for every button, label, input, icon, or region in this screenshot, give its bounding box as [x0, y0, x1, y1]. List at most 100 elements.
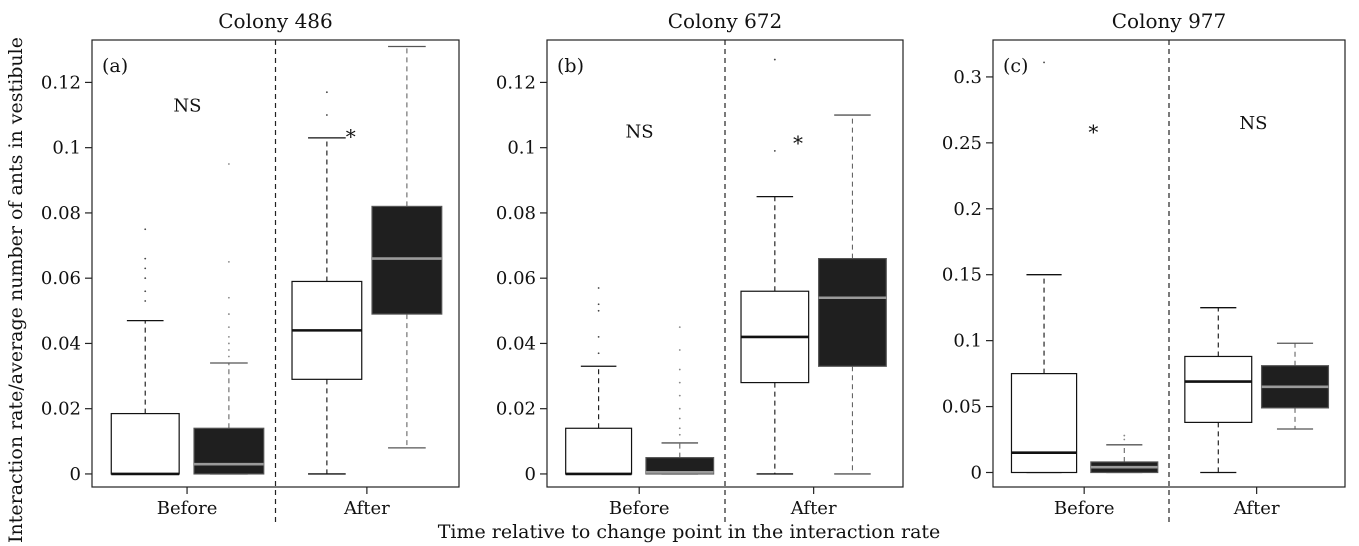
filled-box — [645, 326, 715, 475]
outlier-point — [678, 427, 681, 430]
y-tick-label: 0.12 — [41, 72, 81, 93]
y-tick-label: 0.15 — [942, 265, 982, 286]
outlier-point — [597, 309, 600, 312]
iqr-box — [1184, 355, 1253, 423]
filled-box — [193, 163, 265, 475]
y-tick-label: 0.2 — [953, 199, 982, 220]
x-tick-label: Before — [1054, 498, 1115, 519]
y-tick-label: 0.25 — [942, 133, 982, 154]
not-significant-label: NS — [626, 121, 654, 142]
outlier-point — [597, 352, 600, 355]
outlier-point — [227, 260, 230, 263]
significance-star: * — [346, 124, 356, 148]
significance-star: * — [1088, 120, 1098, 144]
y-tick-label: 0.04 — [496, 333, 536, 354]
y-tick-label: 0.1 — [52, 138, 81, 159]
outlier-point — [144, 267, 147, 270]
outlier-point — [1123, 434, 1126, 437]
iqr-box — [193, 427, 265, 475]
outlier-point — [144, 228, 147, 231]
outlier-point — [144, 277, 147, 280]
outlier-point — [597, 336, 600, 338]
x-tick-label: After — [343, 498, 390, 519]
panel-title: Colony 486 — [218, 9, 333, 33]
outlier-point — [678, 407, 681, 410]
outlier-point — [325, 91, 328, 94]
panel-2: Colony 672 (b) 0 0.02 0.04 0.06 0.08 0.1 0.12 Bef… — [496, 9, 904, 522]
iqr-box — [371, 205, 443, 315]
iqr-box — [818, 258, 887, 367]
y-axis-label: Interaction rate/average number of ants … — [5, 37, 27, 543]
y-tick-label: 0.08 — [41, 203, 81, 224]
open-box — [740, 58, 810, 475]
open-box — [1010, 61, 1078, 474]
y-tick-label: 0.08 — [496, 203, 536, 224]
outlier-point — [597, 287, 600, 289]
outlier-point — [1123, 438, 1126, 441]
y-tick-label: 0.1 — [953, 331, 982, 352]
outlier-point — [227, 296, 230, 299]
outlier-point — [678, 368, 681, 371]
outlier-point — [678, 417, 681, 420]
outlier-point — [678, 349, 681, 351]
outlier-point — [227, 336, 230, 338]
filled-box — [1260, 342, 1330, 430]
y-tick-label: 0.05 — [942, 397, 982, 418]
y-tick-label: 0.1 — [507, 138, 536, 159]
y-tick-label: 0.02 — [496, 399, 536, 420]
outlier-point — [227, 342, 230, 345]
outlier-point — [678, 433, 681, 436]
x-tick-label: Before — [609, 498, 670, 519]
outlier-point — [678, 381, 681, 384]
outlier-point — [1043, 61, 1045, 64]
panel-label: (a) — [102, 55, 128, 77]
x-tick-label: Before — [157, 498, 218, 519]
panel-title: Colony 977 — [1112, 9, 1227, 33]
open-box — [565, 287, 633, 476]
open-box — [291, 91, 363, 475]
filled-box — [818, 114, 887, 475]
outlier-point — [678, 326, 681, 329]
outlier-point — [144, 290, 147, 293]
panel-label: (b) — [557, 55, 584, 77]
outlier-point — [325, 114, 328, 116]
outlier-point — [597, 303, 600, 306]
open-box — [110, 228, 180, 476]
iqr-box — [110, 412, 180, 475]
outlier-point — [678, 394, 681, 397]
outlier-point — [144, 257, 147, 260]
panel-3: Colony 977 (c) 0 0.05 0.1 0.15 0.2 0.25 0.3 Befor… — [942, 9, 1346, 522]
outlier-point — [227, 326, 230, 329]
y-tick-label: 0.02 — [41, 399, 81, 420]
iqr-box — [1010, 373, 1078, 474]
outlier-point — [227, 355, 230, 358]
y-tick-label: 0.06 — [41, 268, 81, 289]
outlier-point — [144, 300, 147, 302]
filled-box — [1090, 434, 1159, 474]
y-tick-label: 0 — [525, 464, 536, 485]
iqr-box — [645, 457, 715, 475]
y-tick-label: 0.06 — [496, 268, 536, 289]
panel-1: Colony 486 (a) 0 0.02 0.04 0.06 0.08 0.1 0.12 Bef… — [41, 9, 460, 522]
panel-title: Colony 672 — [668, 9, 783, 33]
filled-box — [371, 45, 443, 449]
y-tick-label: 0 — [70, 464, 81, 485]
y-tick-label: 0.3 — [953, 67, 982, 88]
y-tick-label: 0.04 — [41, 333, 81, 354]
outlier-point — [773, 150, 776, 152]
open-box — [1184, 307, 1253, 474]
outlier-point — [773, 58, 776, 61]
y-tick-label: 0 — [971, 462, 982, 483]
not-significant-label: NS — [1239, 113, 1267, 134]
outlier-point — [227, 349, 230, 351]
x-tick-label: After — [1233, 498, 1280, 519]
significance-star: * — [793, 131, 803, 155]
not-significant-label: NS — [173, 95, 201, 116]
panel-label: (c) — [1003, 55, 1028, 77]
x-tick-label: After — [790, 498, 837, 519]
iqr-box — [565, 427, 633, 475]
x-axis-label: Time relative to change point in the int… — [438, 521, 941, 543]
y-tick-label: 0.12 — [496, 72, 536, 93]
outlier-point — [227, 163, 230, 165]
